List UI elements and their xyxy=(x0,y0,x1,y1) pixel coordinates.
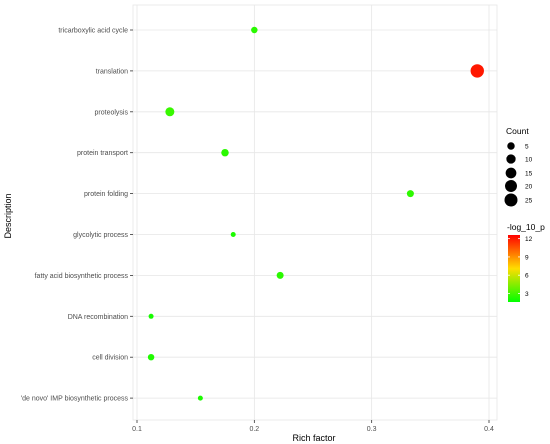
size-legend-dot xyxy=(505,167,517,179)
size-legend-label: 20 xyxy=(525,184,533,191)
plot-panel: 0.1 0.2 0.3 0.4 tricarboxylic acid cycle tran… xyxy=(21,4,498,433)
data-point xyxy=(230,232,236,237)
size-legend-dot xyxy=(506,154,516,164)
y-tick-label: cell division xyxy=(92,355,128,362)
y-tick-label: tricarboxylic acid cycle xyxy=(58,28,128,35)
x-tick-label: 0.3 xyxy=(367,426,377,433)
data-point xyxy=(197,395,203,401)
size-legend-dot xyxy=(507,142,515,150)
y-tick-label: protein transport xyxy=(77,150,128,157)
x-tick-label: 0.4 xyxy=(484,426,494,433)
plot-background xyxy=(132,4,498,421)
x-tick-label: 0.1 xyxy=(132,426,142,433)
data-point xyxy=(251,26,258,34)
colorbar-tick-label: 12 xyxy=(525,236,533,243)
log-p-legend-title: -log_10_p xyxy=(507,222,545,232)
size-legend-label: 10 xyxy=(525,157,533,164)
count-legend-title: Count xyxy=(506,126,529,136)
y-axis-title: Description xyxy=(3,193,13,238)
count-size-legend: Count 5 10 15 20 25 xyxy=(504,126,533,207)
data-point xyxy=(148,313,154,319)
log-p-color-legend: -log_10_p 3 6 9 12 xyxy=(507,222,545,302)
y-tick-label: glycolytic process xyxy=(73,232,128,239)
colorbar-tick-label: 9 xyxy=(525,254,529,261)
colorbar-tick-label: 3 xyxy=(525,291,529,298)
data-point xyxy=(406,190,414,198)
size-legend-dot xyxy=(505,180,517,192)
colorbar xyxy=(508,235,520,302)
y-tick-label: 'de novo' IMP biosynthetic process xyxy=(21,396,129,403)
x-tick-label: 0.2 xyxy=(249,426,259,433)
y-tick-label: translation xyxy=(96,68,128,75)
data-point xyxy=(147,353,155,361)
size-legend-dot xyxy=(504,193,518,207)
y-tick-label: DNA recombination xyxy=(68,314,128,321)
colorbar-tick-label: 6 xyxy=(525,273,529,280)
size-legend-label: 5 xyxy=(525,144,529,151)
y-tick-label: proteolysis xyxy=(95,109,129,116)
data-point xyxy=(221,148,229,157)
size-legend-label: 25 xyxy=(525,198,533,205)
size-legend-label: 15 xyxy=(525,171,533,178)
x-axis-title: Rich factor xyxy=(292,433,335,443)
y-tick-label: fatty acid biosynthetic process xyxy=(35,273,129,280)
data-point xyxy=(165,107,175,117)
data-point xyxy=(276,271,284,279)
y-tick-label: protein folding xyxy=(84,191,128,198)
data-point xyxy=(470,64,484,78)
